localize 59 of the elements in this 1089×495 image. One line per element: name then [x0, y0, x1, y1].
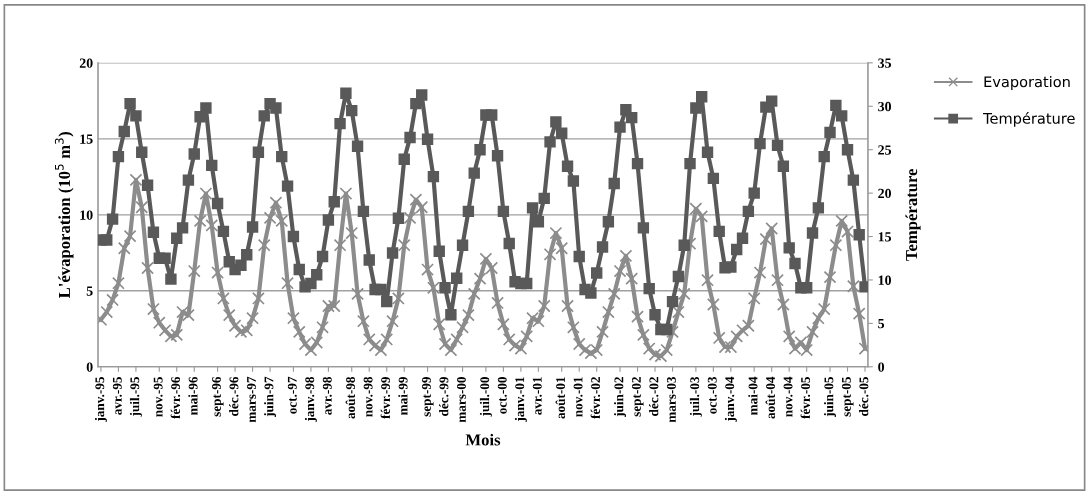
x-tick-label: août-04 — [765, 376, 776, 419]
y-tick-label: 15 — [80, 134, 93, 144]
y2-tick-label: 30 — [878, 101, 892, 112]
y-tick-label: 5 — [86, 286, 93, 296]
x-tick-label: déc.-96 — [229, 376, 239, 416]
x-tick-label: avr.-95 — [112, 377, 122, 415]
x-tick-label: févr.-02 — [590, 377, 601, 419]
x-tick-label: juin-97 — [264, 376, 277, 417]
x-tick-label: févr.-99 — [380, 376, 391, 419]
x-tick-label: juin-05 — [824, 377, 836, 417]
x-tick-label: oct.-97 — [287, 376, 297, 414]
x-tick-label: mars-97 — [247, 376, 256, 423]
x-tick-label: déc.-99 — [439, 376, 449, 416]
x-tick-label: juil.-00 — [479, 377, 492, 417]
legend-label: Evaporation — [984, 75, 1070, 91]
y-tick-label: 0 — [86, 362, 93, 372]
x-tick-label: déc.-05 — [859, 377, 869, 416]
y2-tick-label: 25 — [878, 145, 892, 155]
x-axis-title: Mois — [465, 433, 501, 446]
y2-tick-label: 5 — [878, 319, 885, 329]
x-tick-label: avr.-98 — [322, 376, 332, 415]
x-tick-label: mai-99 — [398, 376, 408, 415]
x-tick-label: août-98 — [345, 376, 356, 419]
x-tick-label: sept-02 — [631, 377, 644, 417]
x-tick-label: nov.-95 — [153, 377, 163, 417]
x-tick-label: janv.-98 — [304, 376, 317, 422]
x-tick-label: nov.-04 — [783, 376, 793, 417]
x-tick-label: mars-03 — [666, 376, 676, 423]
y-tick-label: 20 — [79, 58, 93, 68]
x-tick-label: oct.-03 — [707, 376, 717, 414]
x-tick-label: janv.-95 — [94, 377, 107, 422]
x-tick-label: déc.-02 — [649, 377, 659, 416]
x-tick-label: mai-04 — [748, 376, 758, 415]
y2-tick-label: 0 — [878, 362, 885, 372]
y2-tick-label: 10 — [878, 275, 892, 285]
x-tick-label: juil.-95 — [129, 377, 142, 417]
x-tick-label: avr.-01 — [532, 377, 542, 415]
x-tick-label: juin-02 — [614, 377, 627, 417]
y2-tick-label: 20 — [878, 188, 892, 199]
y2-axis-title: Température — [905, 168, 921, 261]
x-tick-label: nov.-01 — [573, 377, 583, 417]
y2-tick-label: 15 — [878, 232, 892, 242]
x-tick-label: janv.-04 — [724, 376, 737, 422]
x-tick-label: mai-96 — [188, 376, 198, 415]
legend-label: Température — [983, 111, 1075, 127]
x-tick-label: juil.-03 — [689, 376, 702, 417]
x-tick-label: oct.-00 — [497, 377, 507, 414]
y-tick-label: 10 — [80, 210, 93, 220]
x-tick-label: sept-96 — [212, 376, 224, 417]
x-tick-label: sept-99 — [422, 376, 434, 417]
x-tick-label: nov.-98 — [363, 376, 373, 417]
x-tick-label: sept-05 — [841, 377, 854, 417]
x-tick-label: août-01 — [555, 377, 566, 419]
x-tick-label: mars-00 — [456, 377, 466, 423]
x-tick-label: janv.-01 — [514, 377, 527, 422]
x-tick-label: févr.-05 — [800, 377, 811, 419]
y2-tick-label: 35 — [878, 58, 892, 68]
x-tick-label: févr.-96 — [170, 376, 181, 419]
y-axis-title: L'évaporation (10$^{5}$ m$^{3}$) — [54, 132, 74, 299]
